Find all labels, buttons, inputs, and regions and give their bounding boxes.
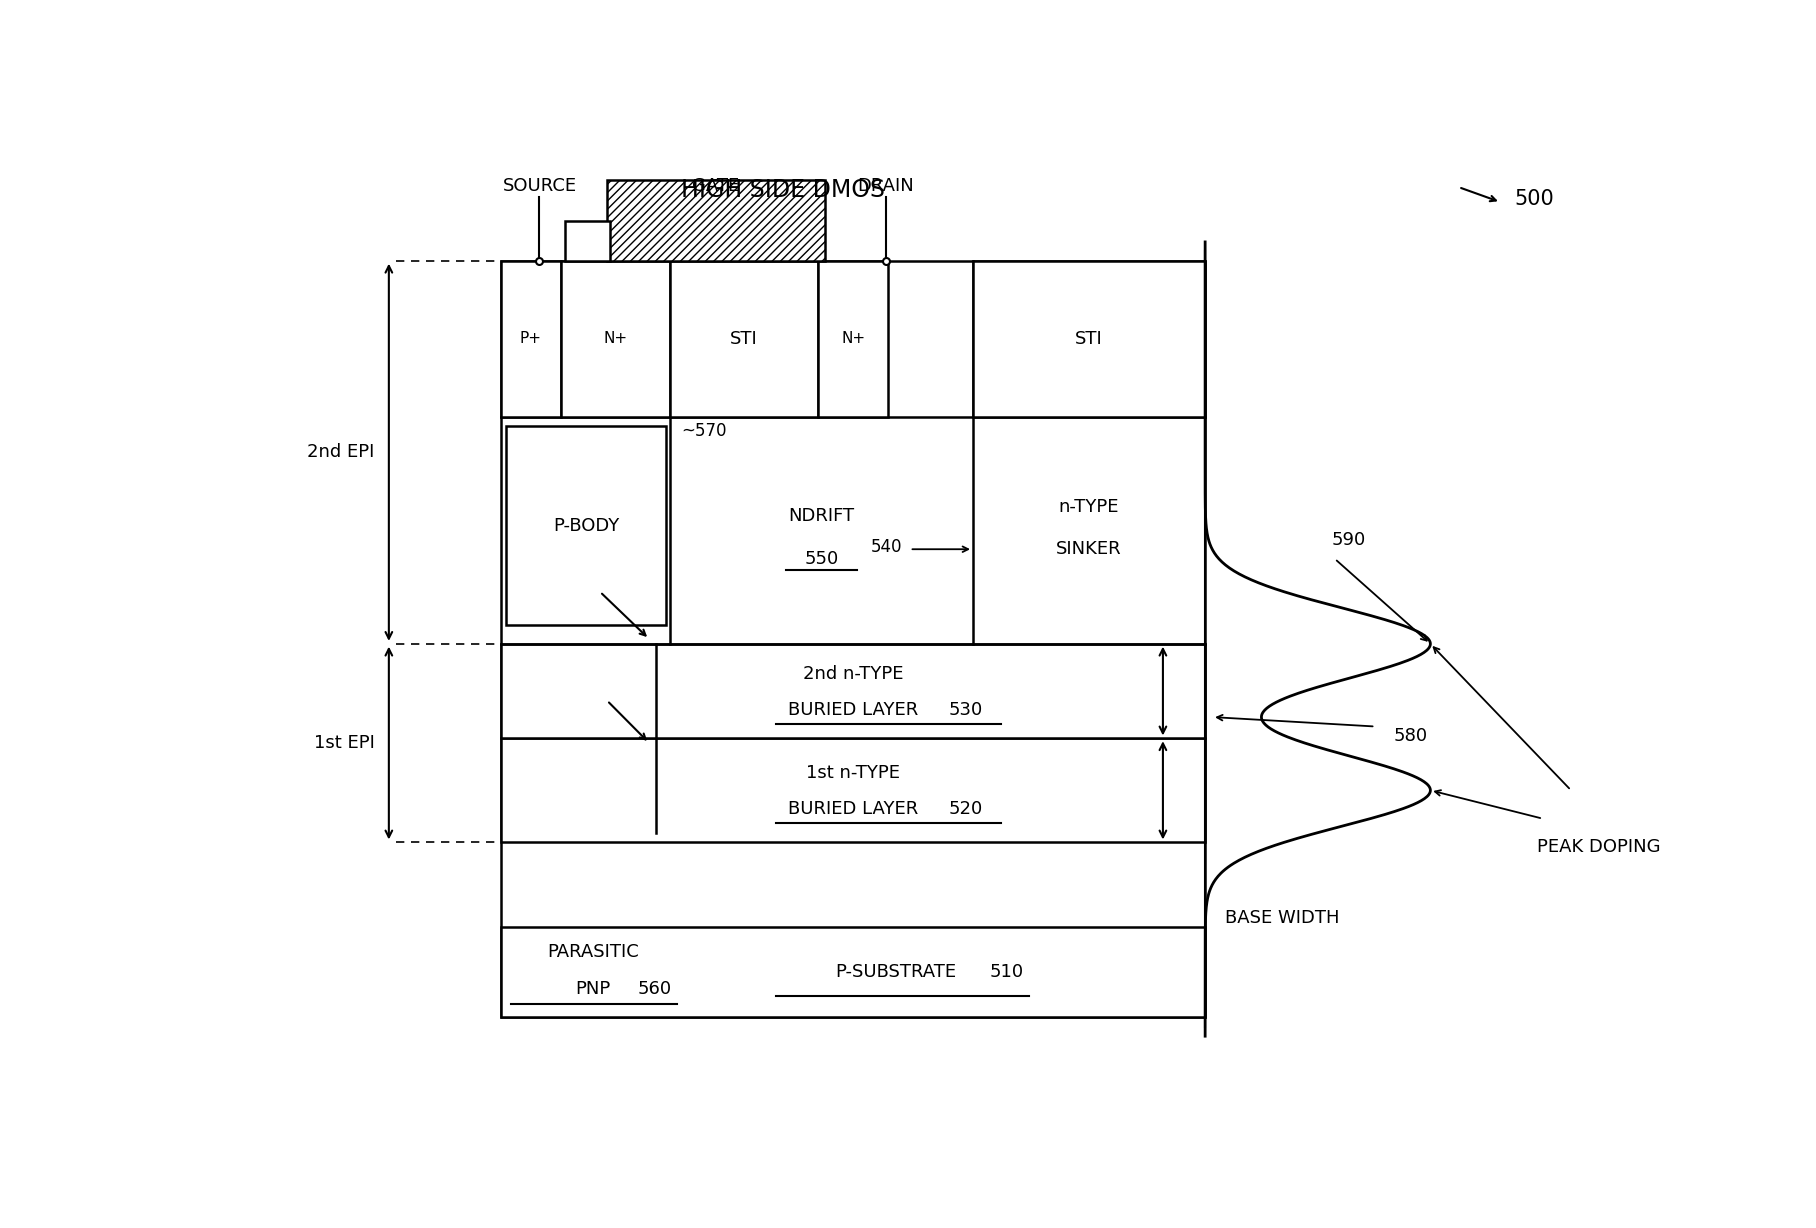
Text: 2nd n-TYPE: 2nd n-TYPE xyxy=(803,666,904,683)
Text: 1st EPI: 1st EPI xyxy=(314,734,374,752)
Text: P-BODY: P-BODY xyxy=(552,517,619,534)
Text: 1st n-TYPE: 1st n-TYPE xyxy=(806,764,901,782)
Text: STI: STI xyxy=(1075,330,1102,348)
Text: PNP: PNP xyxy=(576,980,610,998)
Text: STI: STI xyxy=(730,330,757,348)
Bar xyxy=(505,426,666,625)
Text: n-TYPE: n-TYPE xyxy=(1059,497,1119,516)
Bar xyxy=(501,260,561,416)
Bar xyxy=(501,260,1206,1017)
Text: 2nd EPI: 2nd EPI xyxy=(307,443,374,462)
Text: ~570: ~570 xyxy=(681,422,726,440)
Bar xyxy=(501,643,1206,738)
Text: N+: N+ xyxy=(603,332,628,346)
Text: BURIED LAYER: BURIED LAYER xyxy=(788,701,919,718)
Text: 500: 500 xyxy=(1515,189,1554,209)
Text: 510: 510 xyxy=(990,963,1024,981)
Bar xyxy=(607,181,824,260)
Text: P+: P+ xyxy=(519,332,541,346)
Text: 530: 530 xyxy=(950,701,982,718)
Bar xyxy=(565,221,610,260)
Text: NDRIFT: NDRIFT xyxy=(788,507,855,526)
Text: 580: 580 xyxy=(1393,727,1427,745)
Text: HIGH SIDE DMOS: HIGH SIDE DMOS xyxy=(681,178,884,201)
Bar xyxy=(501,927,1206,1017)
Text: 550: 550 xyxy=(804,550,839,567)
Text: DRAIN: DRAIN xyxy=(857,177,913,194)
Text: PARASITIC: PARASITIC xyxy=(547,943,639,960)
Bar xyxy=(819,260,888,416)
Bar xyxy=(670,260,817,416)
Text: PEAK DOPING: PEAK DOPING xyxy=(1538,837,1662,856)
Text: 590: 590 xyxy=(1331,530,1366,549)
Bar xyxy=(501,738,1206,842)
Text: SINKER: SINKER xyxy=(1057,540,1122,559)
Text: BURIED LAYER: BURIED LAYER xyxy=(788,801,919,818)
Text: 520: 520 xyxy=(950,801,982,818)
Bar xyxy=(561,260,670,416)
Text: P-SUBSTRATE: P-SUBSTRATE xyxy=(835,963,955,981)
Text: BASE WIDTH: BASE WIDTH xyxy=(1226,909,1340,927)
Text: 540: 540 xyxy=(872,538,903,556)
Text: GATE: GATE xyxy=(692,177,739,194)
Bar xyxy=(973,260,1206,416)
Text: SOURCE: SOURCE xyxy=(503,177,576,194)
Text: N+: N+ xyxy=(841,332,866,346)
Text: 560: 560 xyxy=(637,980,672,998)
